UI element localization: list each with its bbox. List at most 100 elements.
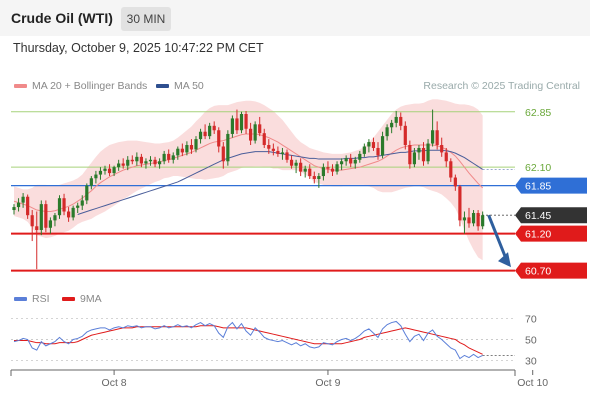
candle-body <box>258 124 262 134</box>
candle-body <box>476 212 480 227</box>
candle-body <box>162 153 166 162</box>
candle-body <box>312 176 316 180</box>
rsi-tick-label-50: 50 <box>525 335 537 347</box>
legend-rsi-swatch <box>14 297 27 302</box>
candle-body <box>426 143 430 162</box>
candle-body <box>362 146 366 154</box>
candle-body <box>185 145 189 153</box>
candle-body <box>262 133 266 146</box>
candle-body <box>340 161 344 165</box>
candle-body <box>408 145 412 165</box>
candle-body <box>176 148 180 156</box>
candle-body <box>380 136 385 156</box>
candle-body <box>303 168 307 172</box>
candle-body <box>271 148 275 151</box>
candle-body <box>421 147 426 162</box>
candle-body <box>244 113 248 129</box>
candle-body <box>367 142 371 147</box>
candle-body <box>435 130 439 146</box>
candle-body <box>276 150 280 154</box>
level-label-62-85: 62.85 <box>525 107 551 119</box>
candle-body <box>76 205 80 208</box>
candle-body <box>431 130 435 144</box>
rsi-line <box>13 320 483 360</box>
candle-body <box>440 145 444 153</box>
legend-ma50-swatch <box>156 84 169 89</box>
candle-body <box>198 131 203 140</box>
candle-body <box>89 178 93 186</box>
candle-body <box>294 162 298 166</box>
candle-body <box>121 163 125 166</box>
candle-body <box>203 131 207 137</box>
candle-body <box>444 152 448 162</box>
legend-rsi-ma-label: 9MA <box>80 293 102 305</box>
candle-body <box>299 162 303 172</box>
level-label-bg-60-70 <box>515 262 587 279</box>
level-label-61-20: 61.20 <box>525 229 551 241</box>
candle-body <box>462 217 467 221</box>
candle-body <box>267 145 271 149</box>
candle-body <box>376 147 380 156</box>
candle-body <box>330 168 335 172</box>
level-label-60-70: 60.70 <box>525 266 551 278</box>
page-title: Crude Oil (WTI) <box>11 10 113 26</box>
x-tick-label: Oct 8 <box>102 377 127 389</box>
candle-body <box>371 142 376 148</box>
candle-body <box>53 215 57 221</box>
candle-body <box>390 122 394 128</box>
candle-body <box>12 207 16 211</box>
candle-body <box>239 113 244 131</box>
candle-body <box>85 185 89 201</box>
candle-body <box>226 133 230 162</box>
candle-body <box>349 158 353 164</box>
candle-body <box>167 153 171 160</box>
candle-body <box>117 163 121 168</box>
rsi-tick-label-30: 30 <box>525 356 537 368</box>
candle-body <box>467 217 471 224</box>
legend-ma50: MA 50 <box>156 80 204 92</box>
header-bar <box>0 0 590 36</box>
ma20-line <box>13 133 483 213</box>
legend-rsi-ma: 9MA <box>62 293 102 305</box>
candle-body <box>289 159 294 166</box>
candle-body <box>98 170 103 175</box>
candle-body <box>189 145 194 150</box>
rsi-tick-label-70: 70 <box>525 313 537 325</box>
candle-body <box>280 152 285 154</box>
candle-body <box>26 196 30 216</box>
candle-body <box>44 204 48 228</box>
candle-body <box>112 167 116 174</box>
credit-text: Research © 2025 Trading Central <box>423 80 580 92</box>
projection-arrow-line <box>487 214 509 262</box>
candle-body <box>107 168 112 174</box>
candle-body <box>394 116 398 123</box>
ma50-line <box>77 149 483 215</box>
candle-body <box>217 130 221 147</box>
candle-body <box>249 128 253 141</box>
candle-body <box>481 215 485 227</box>
candle-body <box>135 156 139 162</box>
candle-body <box>308 168 312 177</box>
level-label-61-85: 61.85 <box>525 181 551 193</box>
candle-body <box>449 161 453 178</box>
bollinger-band <box>14 99 483 261</box>
timeframe-badge[interactable]: 30 MIN <box>121 7 171 31</box>
level-label-bg-61-45 <box>515 207 587 224</box>
legend-rsi: RSI <box>14 293 50 305</box>
level-label-bg-61-20 <box>515 225 587 242</box>
candle-body <box>180 148 184 153</box>
candle-body <box>67 211 71 218</box>
candle-body <box>399 116 403 126</box>
candle-body <box>39 204 43 230</box>
candle-body <box>285 152 289 160</box>
x-tick-label: Oct 10 <box>517 377 548 389</box>
candle-body <box>35 226 39 230</box>
candle-body <box>317 176 321 180</box>
legend-rsi-ma-swatch <box>62 297 75 302</box>
timestamp: Thursday, October 9, 2025 10:47:22 PM CE… <box>13 41 264 55</box>
candle-body <box>321 167 325 177</box>
candle-body <box>80 200 84 206</box>
candle-body <box>21 196 25 203</box>
candle-body <box>153 159 157 165</box>
